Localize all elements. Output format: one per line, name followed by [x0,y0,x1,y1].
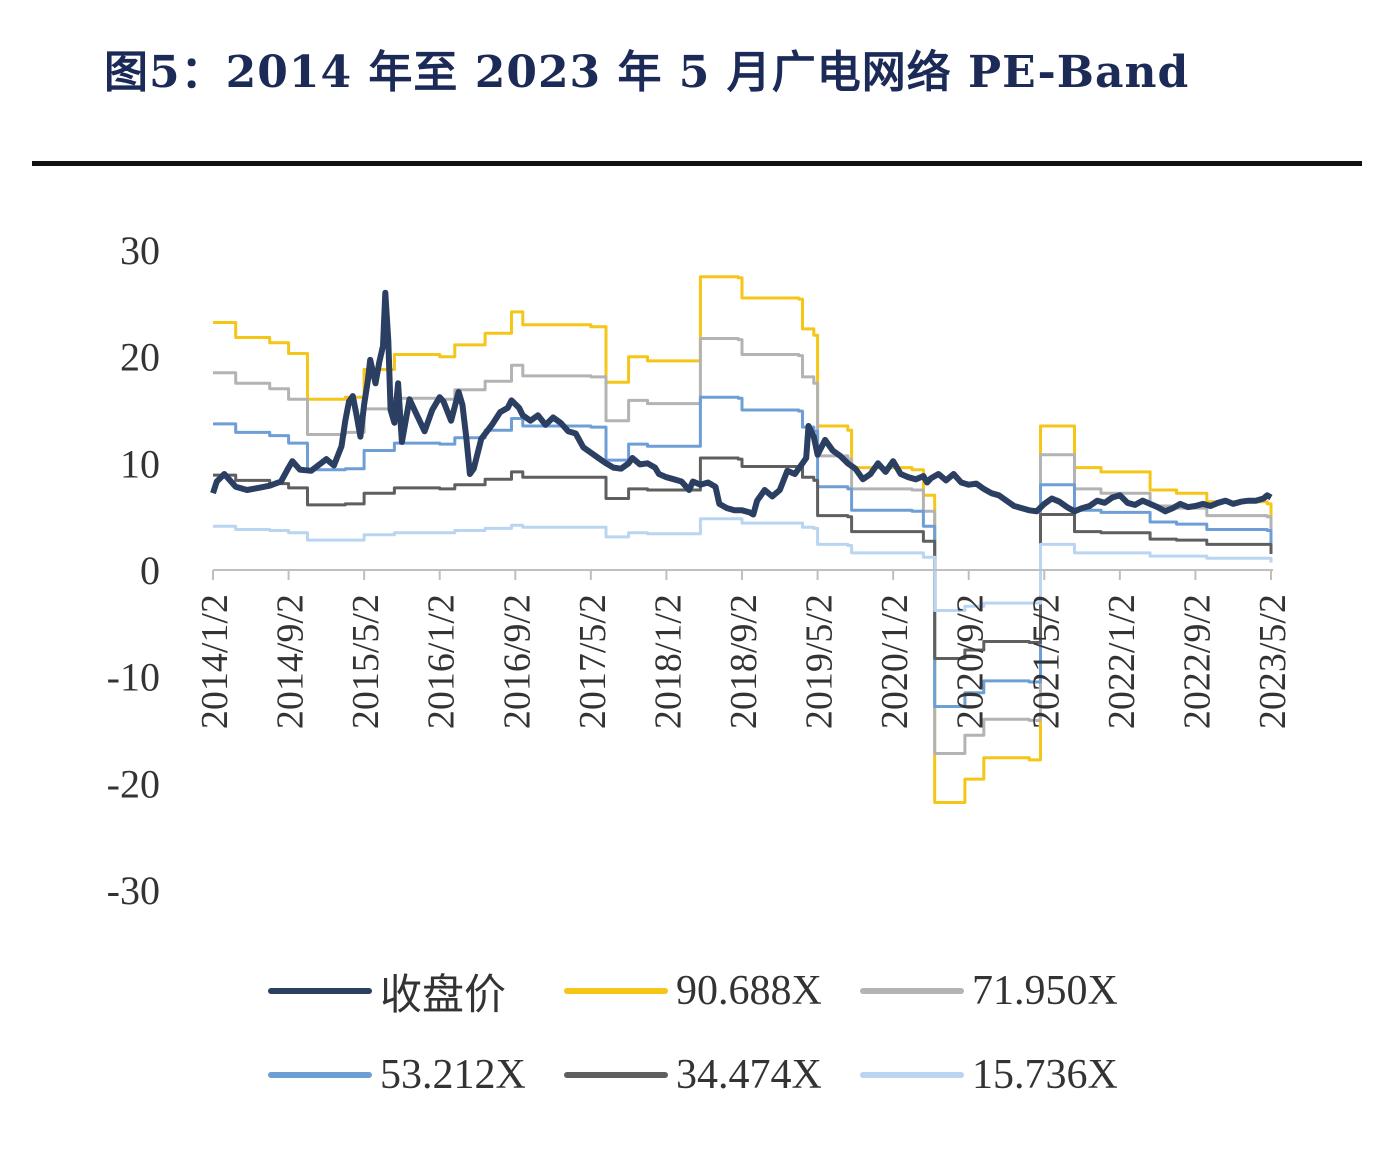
title-divider [32,161,1362,166]
y-tick-label: -30 [107,868,160,913]
series-line-0 [213,275,1273,804]
x-tick-label: 2017/5/2 [572,594,614,729]
x-tick-label: 2023/5/2 [1252,594,1294,729]
y-tick-label: 0 [140,548,160,593]
x-tick-label: 2019/5/2 [799,594,841,729]
x-tick-label: 2022/1/2 [1101,594,1143,729]
x-tick-label: 2021/5/2 [1025,594,1067,729]
x-tick-label: 2015/5/2 [345,594,387,729]
x-tick-label: 2014/1/2 [194,594,236,729]
series-line-2 [213,395,1273,708]
y-tick-label: 30 [120,228,160,273]
figure-title: 图5：2014 年至 2023 年 5 月广电网络 PE-Band [104,47,1190,98]
y-tick-label: 10 [120,441,160,486]
y-tick-label: -20 [107,761,160,806]
x-tick-label: 2018/1/2 [647,594,689,729]
series-layer [210,275,1273,804]
x-tick-label: 2014/9/2 [270,594,312,729]
x-tick-label: 2016/1/2 [421,594,463,729]
series-line-5 [210,289,1273,518]
y-tick-label: 20 [120,335,160,380]
series-line-3 [213,456,1273,660]
x-tick-label: 2022/9/2 [1176,594,1218,729]
y-tick-label: -10 [107,655,160,700]
x-tick-label: 2018/9/2 [723,594,765,729]
x-tick-label: 2020/1/2 [874,594,916,729]
series-line-4 [213,517,1273,612]
x-tick-label: 2016/9/2 [496,594,538,729]
axis-layer: 2014/1/2 2014/9/2 2015/5/2 2016/1/2 2016/9/2… [107,228,1294,913]
x-tick-label: 2020/9/2 [950,594,992,729]
